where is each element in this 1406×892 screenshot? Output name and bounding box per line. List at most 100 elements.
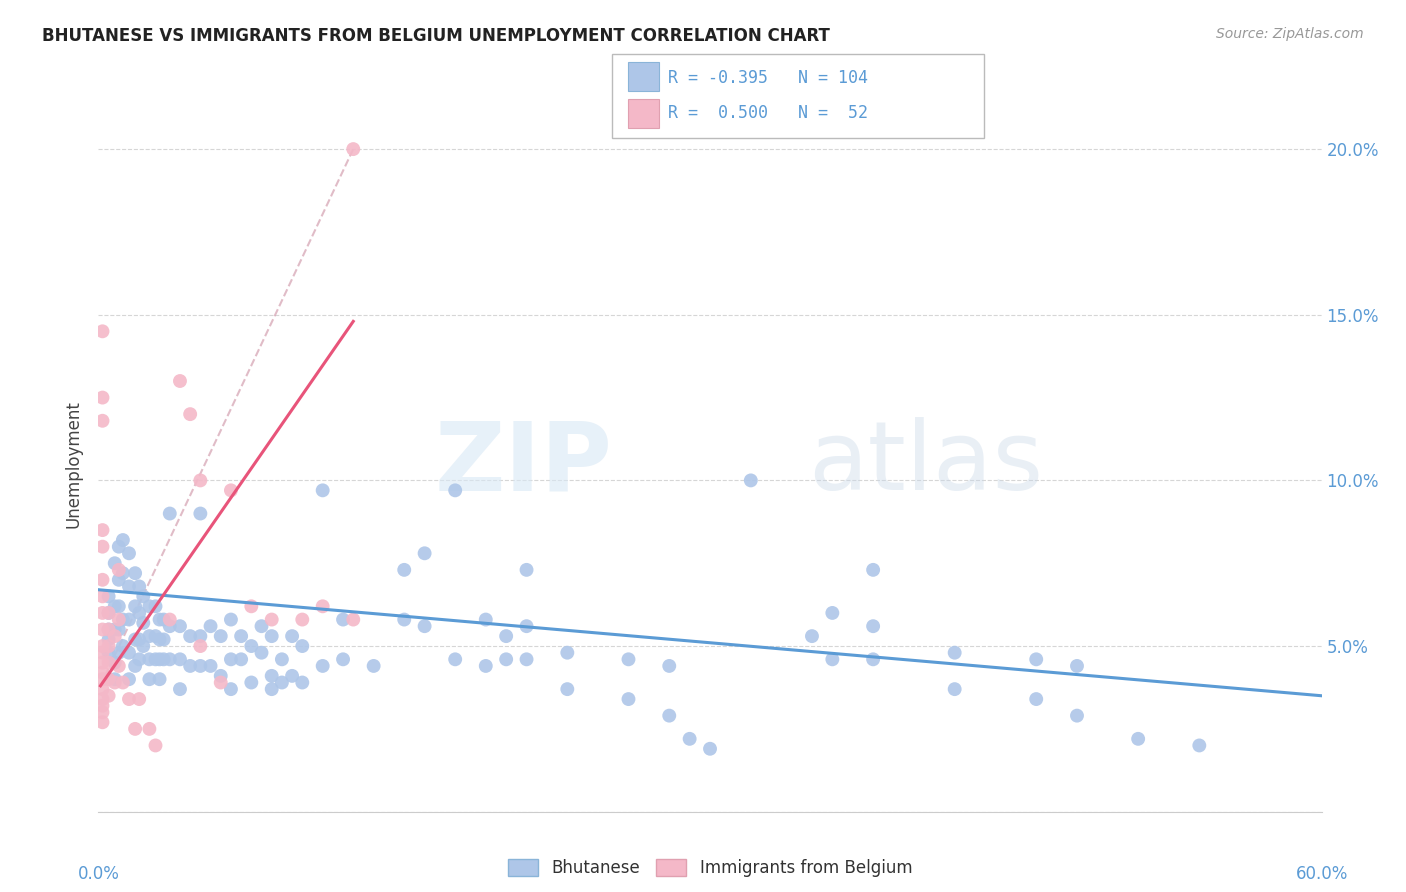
Point [104, 556, 127, 570]
Point [801, 629, 824, 643]
Point [658, 708, 681, 723]
Point [495, 652, 517, 666]
Point [821, 606, 844, 620]
Point [862, 563, 884, 577]
Point [342, 613, 364, 627]
Point [118, 579, 141, 593]
Point [132, 590, 155, 604]
Point [240, 675, 263, 690]
Point [91, 682, 114, 697]
Point [145, 652, 167, 666]
Point [291, 639, 314, 653]
Point [658, 659, 681, 673]
Point [557, 646, 579, 660]
Point [118, 646, 141, 660]
Point [312, 599, 335, 614]
Point [392, 563, 416, 577]
Point [104, 599, 127, 614]
Point [516, 652, 538, 666]
Point [97, 623, 120, 637]
Point [124, 632, 146, 647]
Point [250, 619, 273, 633]
Point [91, 606, 114, 620]
Point [111, 533, 134, 547]
Point [124, 659, 146, 673]
Point [281, 629, 304, 643]
Point [821, 652, 844, 666]
Point [149, 613, 172, 627]
Point [1128, 731, 1150, 746]
Point [97, 632, 120, 647]
Point [260, 669, 283, 683]
Point [91, 715, 114, 730]
Text: BHUTANESE VS IMMIGRANTS FROM BELGIUM UNEMPLOYMENT CORRELATION CHART: BHUTANESE VS IMMIGRANTS FROM BELGIUM UNE… [42, 27, 830, 45]
Point [118, 672, 141, 686]
Point [474, 613, 498, 627]
Point [444, 652, 467, 666]
Point [179, 629, 201, 643]
Point [108, 563, 131, 577]
Point [108, 623, 131, 637]
Point [312, 483, 335, 498]
Point [108, 659, 131, 673]
Point [91, 665, 114, 680]
Point [444, 483, 467, 498]
Point [97, 606, 120, 620]
Point [240, 639, 263, 653]
Point [132, 639, 155, 653]
Point [91, 590, 114, 604]
Point [104, 656, 127, 670]
Point [413, 546, 436, 560]
Text: 0.0%: 0.0% [77, 864, 120, 883]
Point [128, 692, 150, 706]
Point [159, 507, 181, 521]
Point [104, 629, 127, 643]
Point [699, 741, 721, 756]
Point [111, 675, 134, 690]
Point [516, 563, 538, 577]
Point [281, 669, 304, 683]
Point [179, 659, 201, 673]
Point [392, 613, 416, 627]
Point [1025, 652, 1047, 666]
Point [260, 682, 283, 697]
Point [97, 590, 120, 604]
Point [495, 629, 517, 643]
Point [111, 566, 134, 581]
Point [231, 652, 253, 666]
Point [91, 672, 114, 686]
Point [209, 629, 232, 643]
Text: 60.0%: 60.0% [1295, 864, 1348, 883]
Point [179, 407, 201, 421]
Point [124, 722, 146, 736]
Point [159, 652, 181, 666]
Point [240, 599, 263, 614]
Point [128, 652, 150, 666]
Point [97, 656, 120, 670]
Point [132, 615, 155, 630]
Text: ZIP: ZIP [434, 417, 612, 510]
Point [342, 142, 364, 156]
Point [219, 682, 242, 697]
Point [332, 652, 354, 666]
Point [97, 623, 120, 637]
Point [862, 652, 884, 666]
Point [617, 652, 640, 666]
Point [169, 682, 191, 697]
Point [104, 672, 127, 686]
Point [104, 675, 127, 690]
Point [169, 652, 191, 666]
Point [188, 629, 212, 643]
Point [169, 619, 191, 633]
Point [1066, 708, 1088, 723]
Point [91, 573, 114, 587]
Point [943, 646, 966, 660]
Point [91, 656, 114, 670]
Point [200, 659, 222, 673]
Point [149, 632, 172, 647]
Point [152, 632, 174, 647]
Point [149, 672, 172, 686]
Point [149, 652, 172, 666]
Point [97, 672, 120, 686]
Point [108, 540, 131, 554]
